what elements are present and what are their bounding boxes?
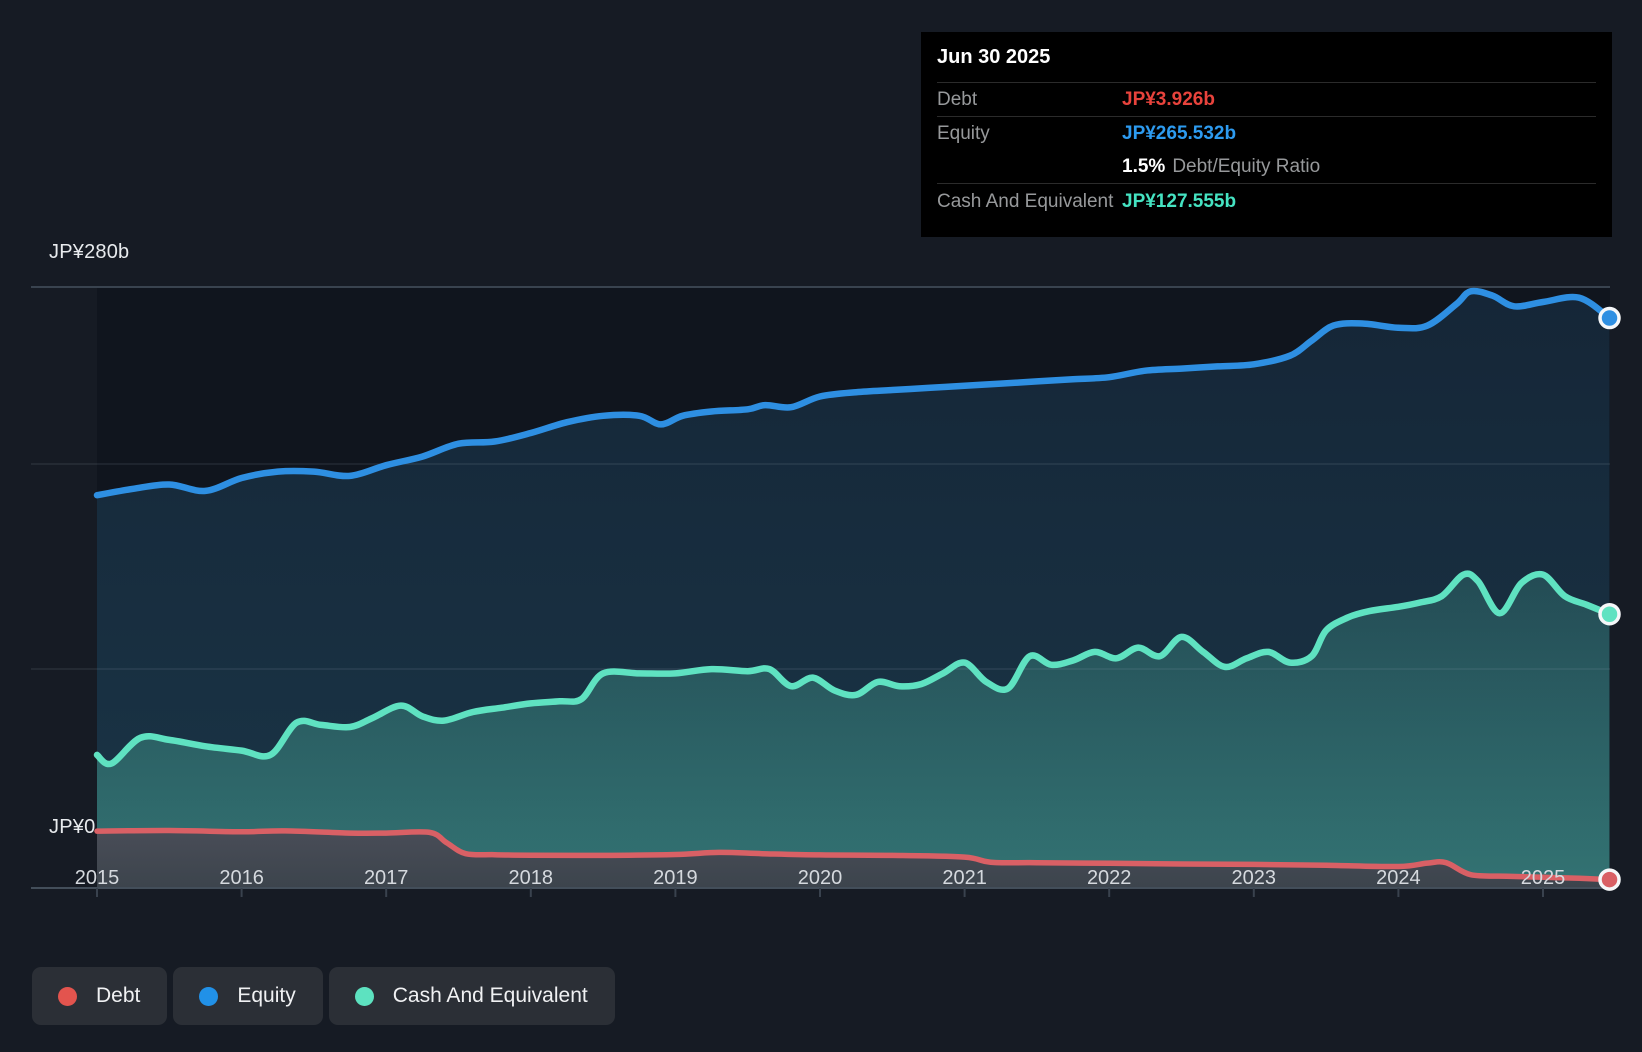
legend-item-debt[interactable]: Debt [32, 967, 168, 1025]
legend-item-equity[interactable]: Equity [173, 967, 323, 1025]
cash-and-equivalent-area [97, 573, 1610, 888]
tooltip-cash-label: Cash And Equivalent [937, 191, 1114, 212]
y-axis-label-zero: JP¥0 [49, 816, 96, 838]
chart-legend: Debt Equity Cash And Equivalent [32, 967, 615, 1025]
tooltip-ratio-value: 1.5% [1122, 155, 1166, 177]
tooltip-cash-value: JP¥127.555b [1122, 191, 1237, 212]
equity-series-dot-icon [199, 986, 219, 1006]
debt-endpoint-marker [1598, 868, 1621, 891]
tooltip-row-ratio: 1.5% Debt/Equity Ratio [937, 150, 1596, 183]
cash-series-dot-icon [354, 986, 374, 1006]
tooltip-equity-value: JP¥265.532b [1122, 122, 1237, 144]
debt-line [94, 827, 1613, 883]
cash-and-equivalent-endpoint-marker [1598, 602, 1621, 626]
chart-tooltip: Jun 30 2025 Debt JP¥3.926b Equity JP¥265… [921, 32, 1612, 237]
debt-area [97, 830, 1610, 888]
legend-cash-label: Cash And Equivalent [392, 984, 588, 1007]
tooltip-equity-label: Equity [937, 122, 990, 144]
tooltip-debt-value: JP¥3.926b [1122, 88, 1215, 110]
legend-equity-label: Equity [237, 984, 296, 1007]
tooltip-date: Jun 30 2025 [937, 45, 1051, 68]
tooltip-debt-label: Debt [937, 88, 978, 110]
cash-and-equivalent-line [93, 570, 1613, 768]
equity-endpoint-marker [1598, 306, 1621, 330]
tooltip-row-equity: Equity JP¥265.532b [937, 116, 1596, 150]
tooltip-ratio-label: Debt/Equity Ratio [1172, 155, 1321, 177]
tooltip-row-debt: Debt JP¥3.926b [937, 82, 1596, 116]
legend-debt-label: Debt [96, 984, 141, 1007]
debt-series-dot-icon [58, 986, 77, 1006]
equity-line [93, 287, 1613, 499]
legend-item-cash[interactable]: Cash And Equivalent [328, 967, 615, 1025]
y-axis-label-max: JP¥280b [49, 241, 130, 263]
tooltip-row-cash: Cash And Equivalent JP¥127.555b [937, 183, 1596, 220]
